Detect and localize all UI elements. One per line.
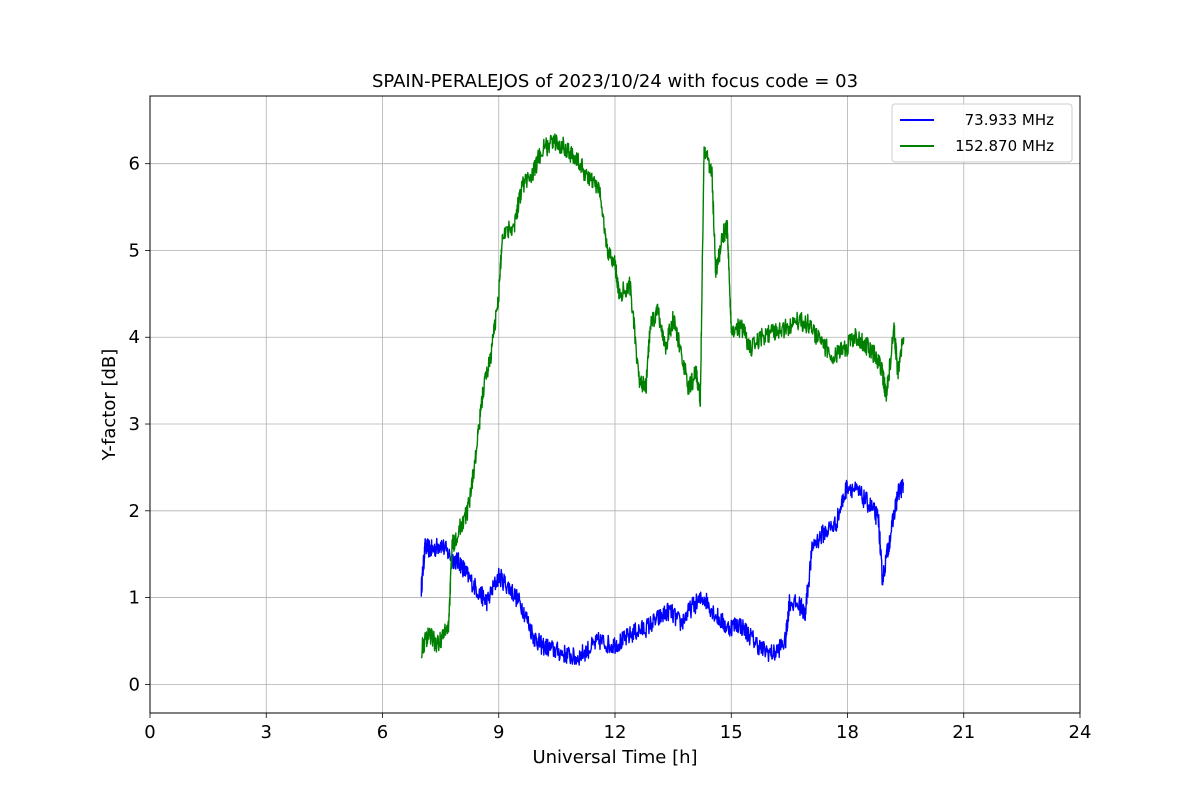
- x-tick-label: 0: [144, 722, 155, 743]
- series-line-2: [420, 133, 905, 659]
- y-tick-label: 3: [129, 414, 140, 435]
- series-line-1: [420, 478, 905, 666]
- legend: 73.933 MHz 152.870 MHz: [891, 103, 1073, 163]
- x-tick-label: 6: [377, 722, 388, 743]
- legend-label-1: 73.933 MHz: [965, 111, 1054, 129]
- y-tick-label: 5: [129, 240, 140, 261]
- legend-box: [891, 103, 1073, 163]
- y-axis-label: Y-factor [dB]: [99, 349, 120, 462]
- x-tick-label: 24: [1069, 722, 1092, 743]
- x-tick-label: 18: [836, 722, 859, 743]
- axis-ticks: [145, 163, 1081, 718]
- x-tick-label: 15: [720, 722, 743, 743]
- y-tick-label: 0: [129, 674, 140, 695]
- series-layer: [420, 133, 905, 666]
- x-axis-label: Universal Time [h]: [532, 747, 697, 768]
- x-tick-label: 3: [261, 722, 272, 743]
- chart-title: SPAIN-PERALEJOS of 2023/10/24 with focus…: [372, 71, 858, 92]
- y-tick-label: 6: [129, 154, 140, 175]
- x-tick-label: 21: [952, 722, 975, 743]
- x-tick-label: 12: [604, 722, 627, 743]
- y-tick-label: 2: [129, 501, 140, 522]
- x-tick-label: 9: [493, 722, 504, 743]
- y-tick-label: 1: [129, 588, 140, 609]
- y-tick-label: 4: [129, 327, 140, 348]
- legend-label-2: 152.870 MHz: [955, 137, 1054, 155]
